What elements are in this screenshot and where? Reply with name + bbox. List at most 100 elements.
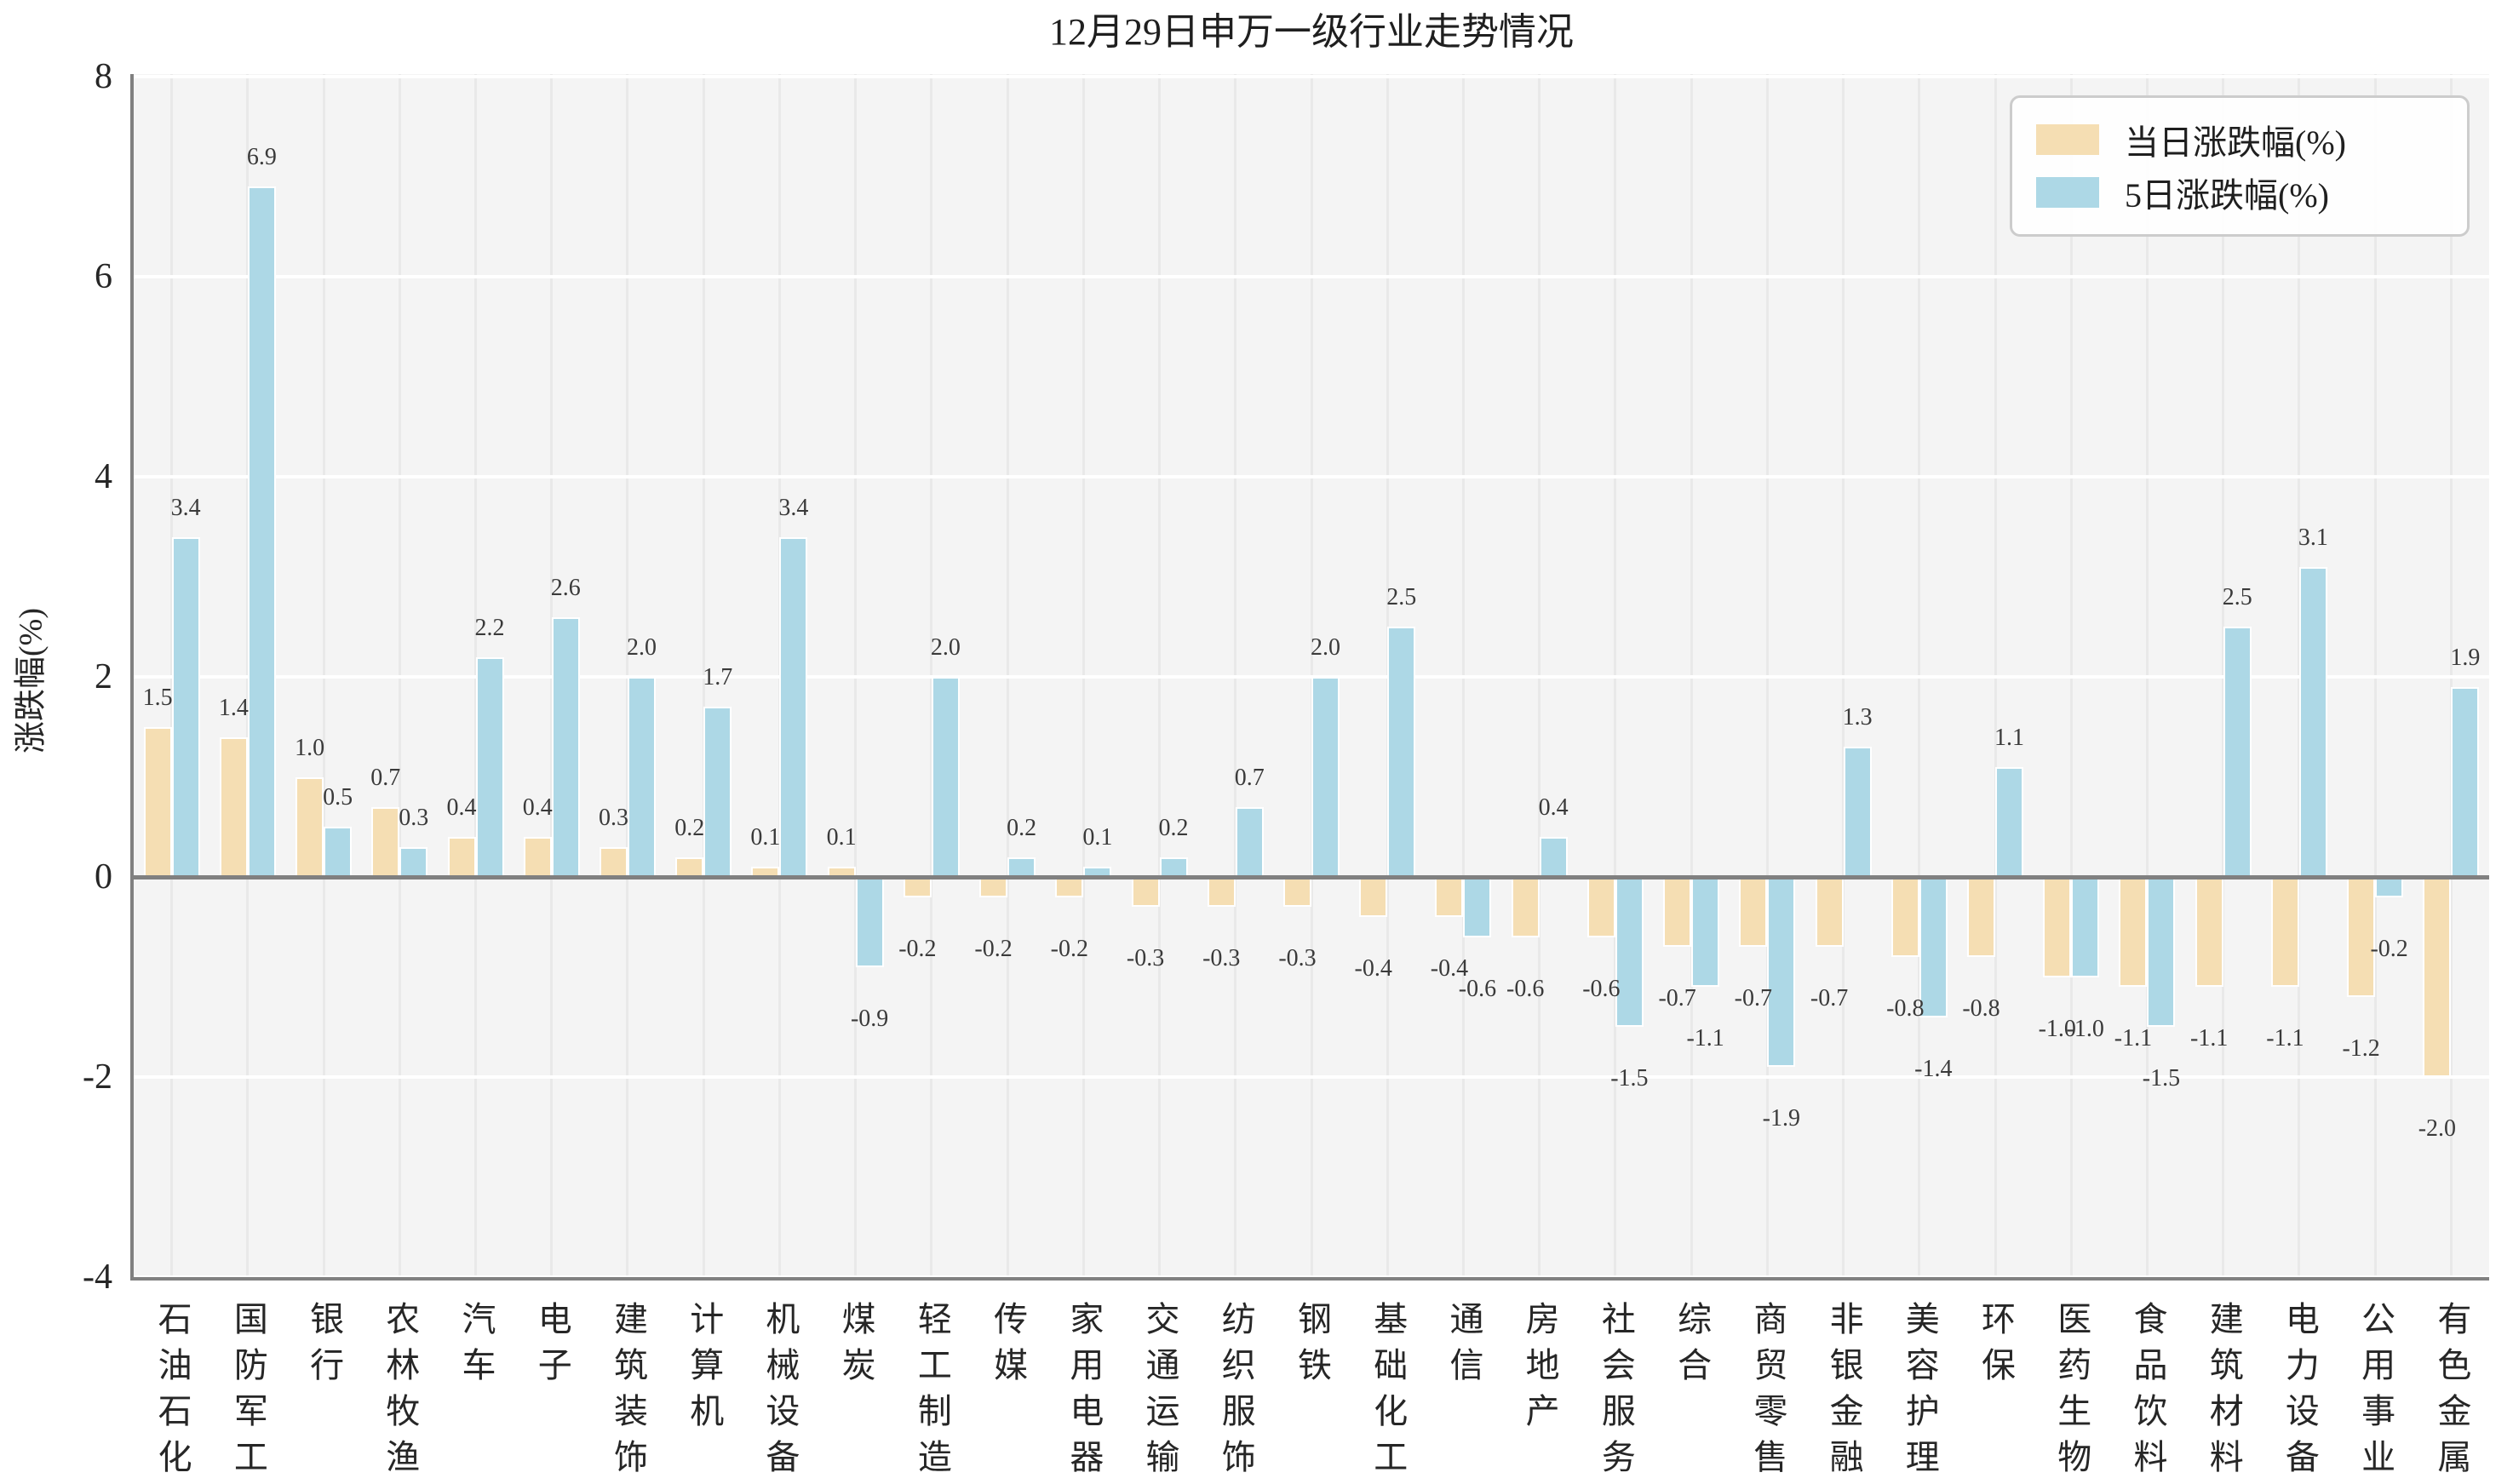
value-label-5day-通信: -0.6 xyxy=(1458,975,1497,1002)
x-tick-label-非银金融: 非银金融 xyxy=(1824,1301,1863,1484)
bar-daily-农林牧渔 xyxy=(371,806,400,877)
bar-daily-房地产 xyxy=(1511,877,1540,937)
value-label-daily-农林牧渔: 0.7 xyxy=(370,764,401,791)
x-tick-label-钢铁: 钢铁 xyxy=(1293,1301,1331,1393)
bar-daily-建筑装饰 xyxy=(599,846,628,877)
value-label-5day-非银金融: 1.3 xyxy=(1842,704,1873,731)
bar-5day-综合 xyxy=(1691,877,1720,988)
value-label-5day-煤炭: -0.9 xyxy=(850,1005,889,1032)
bar-5day-石油石化 xyxy=(171,536,200,877)
value-label-5day-石油石化: 3.4 xyxy=(170,494,201,521)
bar-5day-医药生物 xyxy=(2071,877,2100,977)
value-label-daily-非银金融: -0.7 xyxy=(1810,985,1849,1012)
bar-5day-计算机 xyxy=(703,707,732,877)
bar-5day-美容护理 xyxy=(1919,877,1948,1017)
bar-daily-轻工制造 xyxy=(903,877,932,897)
value-label-daily-商贸零售: -0.7 xyxy=(1734,985,1772,1012)
value-label-daily-计算机: 0.2 xyxy=(674,814,705,841)
value-label-daily-纺织服饰: -0.3 xyxy=(1202,945,1241,972)
value-label-daily-房地产: -0.6 xyxy=(1506,975,1545,1002)
x-tick-label-综合: 综合 xyxy=(1672,1301,1712,1393)
x-tick-label-建筑装饰: 建筑装饰 xyxy=(608,1301,647,1484)
bar-daily-环保 xyxy=(1967,877,1996,957)
bar-5day-房地产 xyxy=(1539,837,1568,877)
bar-5day-交通运输 xyxy=(1159,857,1188,877)
bar-daily-电子 xyxy=(523,837,552,877)
value-label-daily-医药生物: -1.0 xyxy=(2038,1015,2076,1042)
x-tick-label-医药生物: 医药生物 xyxy=(2052,1301,2091,1484)
bar-daily-基础化工 xyxy=(1359,877,1388,917)
value-label-daily-家用电器: -0.2 xyxy=(1050,935,1088,962)
bar-5day-银行 xyxy=(324,827,353,877)
bar-daily-国防军工 xyxy=(219,736,248,877)
bar-daily-汽车 xyxy=(447,837,476,877)
x-tick-label-通信: 通信 xyxy=(1444,1301,1483,1393)
chart-title: 12月29日申万一级行业走势情况 xyxy=(1049,11,1574,53)
x-tick-label-传媒: 传媒 xyxy=(989,1301,1028,1393)
value-label-5day-钢铁: 2.0 xyxy=(1311,634,1340,661)
value-label-daily-美容护理: -0.8 xyxy=(1886,995,1925,1022)
value-label-daily-银行: 1.0 xyxy=(295,734,325,761)
value-label-daily-电力设备: -1.1 xyxy=(2266,1025,2304,1052)
bar-5day-煤炭 xyxy=(855,877,884,967)
x-tick-label-电力设备: 电力设备 xyxy=(2280,1301,2319,1484)
x-tick-label-环保: 环保 xyxy=(1977,1301,2016,1393)
bar-5day-建筑装饰 xyxy=(627,677,656,877)
bar-5day-环保 xyxy=(1995,766,2024,877)
value-label-daily-机械设备: 0.1 xyxy=(750,824,781,851)
value-label-5day-银行: 0.5 xyxy=(323,784,353,811)
value-label-daily-交通运输: -0.3 xyxy=(1126,945,1165,972)
value-label-5day-有色金属: 1.9 xyxy=(2450,644,2481,671)
bar-5day-食品饮料 xyxy=(2147,877,2176,1028)
x-tick-label-美容护理: 美容护理 xyxy=(1900,1301,1939,1484)
value-label-5day-公用事业: -0.2 xyxy=(2370,935,2408,962)
value-label-5day-综合: -1.1 xyxy=(1686,1025,1724,1052)
bar-5day-通信 xyxy=(1463,877,1492,937)
x-tick-label-电子: 电子 xyxy=(532,1301,571,1393)
value-label-5day-纺织服饰: 0.7 xyxy=(1234,764,1265,791)
bar-daily-社会服务 xyxy=(1586,877,1615,937)
value-label-5day-电力设备: 3.1 xyxy=(2298,524,2328,551)
value-label-5day-交通运输: 0.2 xyxy=(1158,814,1189,841)
value-label-daily-国防军工: 1.4 xyxy=(218,694,249,721)
legend-item-5day: 5日涨跌幅(%) xyxy=(2036,166,2443,219)
value-label-daily-电子: 0.4 xyxy=(522,794,553,821)
bar-daily-通信 xyxy=(1435,877,1464,917)
value-label-daily-建筑装饰: 0.3 xyxy=(598,804,628,831)
value-label-daily-有色金属: -2.0 xyxy=(2418,1115,2457,1142)
bar-5day-轻工制造 xyxy=(931,677,960,877)
daily-series-swatch xyxy=(2036,124,2099,155)
bar-daily-有色金属 xyxy=(2423,877,2452,1077)
x-tick-label-银行: 银行 xyxy=(305,1301,344,1393)
x-tick-label-建筑材料: 建筑材料 xyxy=(2204,1301,2243,1484)
bar-5day-国防军工 xyxy=(247,186,276,877)
plot-area: 1.5 1.4 1.0 0.7 0.4 0.4 0.3 0.2 0.1 0.1 -0.2 -0.2 -0… xyxy=(134,74,2489,1280)
bar-5day-农林牧渔 xyxy=(399,846,428,877)
bar-daily-纺织服饰 xyxy=(1207,877,1236,908)
x-tick-label-石油石化: 石油石化 xyxy=(152,1301,192,1484)
bar-daily-食品饮料 xyxy=(2119,877,2148,988)
value-label-daily-社会服务: -0.6 xyxy=(1582,975,1621,1002)
bar-5day-有色金属 xyxy=(2451,686,2480,877)
x-tick-label-公用事业: 公用事业 xyxy=(2356,1301,2395,1484)
value-label-5day-建筑材料: 2.5 xyxy=(2222,584,2252,611)
bar-5day-电力设备 xyxy=(2298,566,2327,877)
x-tick-label-社会服务: 社会服务 xyxy=(1596,1301,1635,1484)
x-tick-label-基础化工: 基础化工 xyxy=(1368,1301,1408,1484)
value-label-5day-环保: 1.1 xyxy=(1994,724,2025,751)
zero-baseline xyxy=(134,874,2489,880)
x-tick-label-汽车: 汽车 xyxy=(456,1301,496,1393)
value-label-5day-轻工制造: 2.0 xyxy=(930,634,961,661)
bar-5day-公用事业 xyxy=(2375,877,2404,897)
bar-daily-商贸零售 xyxy=(1739,877,1768,948)
x-tick-label-农林牧渔: 农林牧渔 xyxy=(381,1301,420,1484)
bar-5day-汽车 xyxy=(475,656,504,877)
x-tick-label-有色金属: 有色金属 xyxy=(2432,1301,2471,1484)
bar-daily-交通运输 xyxy=(1131,877,1160,908)
value-label-5day-食品饮料: -1.5 xyxy=(2142,1065,2181,1092)
bar-5day-机械设备 xyxy=(779,536,808,877)
value-label-5day-房地产: 0.4 xyxy=(1538,794,1569,821)
value-label-daily-汽车: 0.4 xyxy=(446,794,477,821)
bar-daily-美容护理 xyxy=(1890,877,1919,957)
